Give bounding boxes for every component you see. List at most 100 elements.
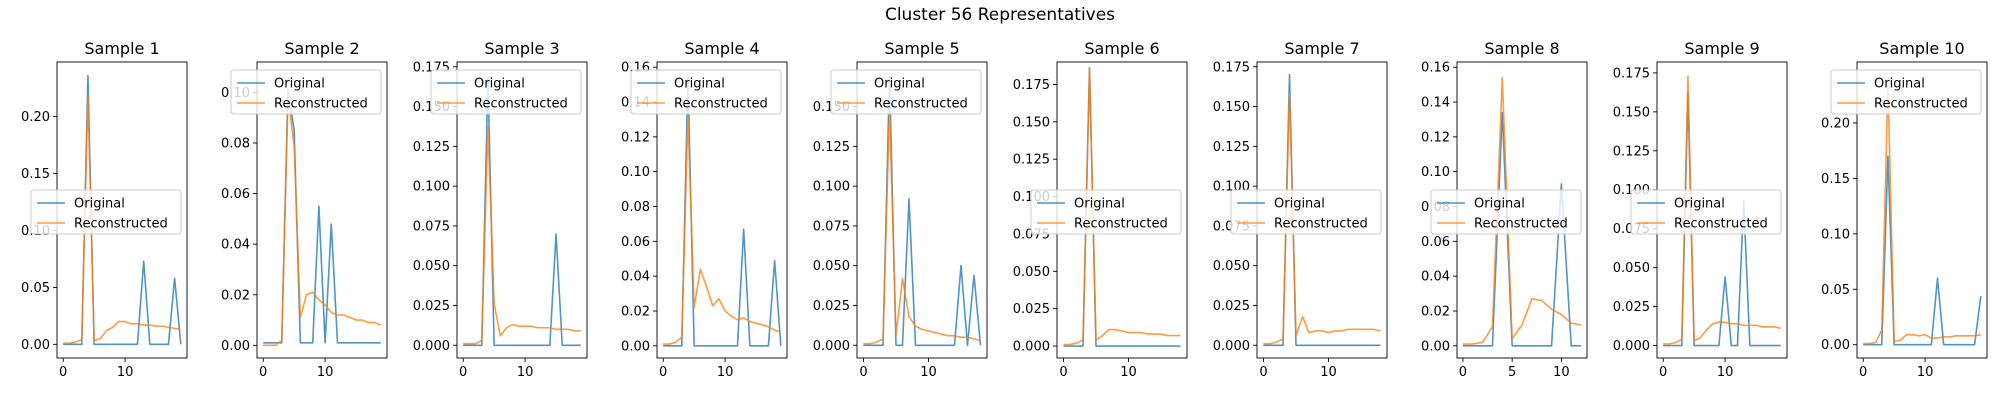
y-tick-label: 0.00 xyxy=(221,339,250,354)
series-line-reconstructed xyxy=(463,126,581,345)
x-tick-label: 10 xyxy=(1120,365,1137,380)
x-tick-label: 10 xyxy=(717,365,734,380)
legend-label: Original xyxy=(1074,197,1125,212)
legend-label: Reconstructed xyxy=(1274,217,1368,232)
y-tick-label: 0.02 xyxy=(1421,304,1450,319)
legend-label: Reconstructed xyxy=(1074,217,1168,232)
y-tick-label: 0.04 xyxy=(221,238,250,253)
y-tick-label: 0.000 xyxy=(813,339,850,354)
subplot-3: Sample 30.0000.0250.0500.0750.1000.1250.… xyxy=(413,39,588,380)
x-tick-label: 5 xyxy=(1508,365,1516,380)
y-tick-label: 0.050 xyxy=(1213,259,1250,274)
y-tick-label: 0.16 xyxy=(1421,61,1450,76)
legend-label: Original xyxy=(1474,197,1525,212)
y-tick-label: 0.000 xyxy=(1013,340,1050,355)
legend: Original Reconstructed xyxy=(1830,69,1982,115)
y-tick-label: 0.025 xyxy=(1613,300,1650,315)
legend-label: Original xyxy=(1274,197,1325,212)
y-tick-label: 0.125 xyxy=(1013,153,1050,168)
y-tick-label: 0.150 xyxy=(1013,115,1050,130)
subplot-title: Sample 6 xyxy=(1084,39,1159,58)
y-tick-label: 0.050 xyxy=(813,259,850,274)
y-tick-label: 0.15 xyxy=(21,167,50,182)
y-tick-label: 0.125 xyxy=(1613,144,1650,159)
y-tick-label: 0.10 xyxy=(1421,165,1450,180)
y-tick-label: 0.00 xyxy=(1821,338,1850,353)
x-tick-label: 10 xyxy=(117,365,134,380)
y-tick-label: 0.05 xyxy=(21,281,50,296)
subplot-title: Sample 9 xyxy=(1684,39,1759,58)
y-tick-label: 0.125 xyxy=(813,140,850,155)
y-tick-label: 0.100 xyxy=(413,180,450,195)
legend-label: Original xyxy=(1674,197,1725,212)
y-tick-label: 0.075 xyxy=(813,219,850,234)
y-tick-label: 0.15 xyxy=(1821,172,1850,187)
subplot-title: Sample 2 xyxy=(284,39,359,58)
legend: Original Reconstructed xyxy=(30,189,182,235)
subplot-8: Sample 80.000.020.040.060.080.100.120.14… xyxy=(1421,39,1588,380)
y-tick-label: 0.175 xyxy=(1013,78,1050,93)
series-line-reconstructed xyxy=(1063,67,1181,346)
y-tick-label: 0.12 xyxy=(621,130,650,145)
y-tick-label: 0.175 xyxy=(1213,60,1250,75)
y-tick-label: 0.000 xyxy=(1613,339,1650,354)
legend-box xyxy=(230,69,382,115)
x-tick-label: 0 xyxy=(459,365,467,380)
legend-label: Reconstructed xyxy=(874,97,968,112)
y-tick-label: 0.00 xyxy=(621,339,650,354)
series-line-reconstructed xyxy=(1462,76,1582,345)
series-line-original xyxy=(863,73,982,347)
x-tick-label: 10 xyxy=(920,365,937,380)
y-tick-label: 0.150 xyxy=(1613,105,1650,120)
legend-box xyxy=(430,69,582,115)
subplot-10: Sample 10 0.00 0.05 0.10 0.15 0.20 0 10 Original… xyxy=(1821,39,1988,380)
y-tick-label: 0.14 xyxy=(1421,96,1450,111)
subplot-6: Sample 60.0000.0250.0500.0750.1000.1250.… xyxy=(1013,39,1188,380)
y-tick-label: 0.02 xyxy=(221,288,250,303)
x-tick-label: 0 xyxy=(59,365,67,380)
axes-frame xyxy=(456,61,588,359)
legend-label: Reconstructed xyxy=(1674,217,1768,232)
y-tick-label: 0.025 xyxy=(413,299,450,314)
y-tick-label: 0.05 xyxy=(1821,283,1850,298)
legend-box xyxy=(630,69,782,115)
legend-label: Original xyxy=(674,77,725,92)
y-tick-label: 0.000 xyxy=(413,339,450,354)
legend: Original Reconstructed xyxy=(830,69,982,115)
y-tick-label: 0.10 xyxy=(621,165,650,180)
legend-label: Reconstructed xyxy=(74,217,168,232)
legend-box xyxy=(1430,189,1582,235)
y-tick-label: 0.000 xyxy=(1213,339,1250,354)
y-tick-label: 0.075 xyxy=(413,219,450,234)
y-tick-label: 0.10 xyxy=(1821,227,1850,242)
series-line-original xyxy=(1263,73,1381,347)
x-tick-label: 10 xyxy=(1717,365,1734,380)
x-tick-label: 10 xyxy=(1553,365,1570,380)
legend-label: Original xyxy=(74,197,125,212)
y-tick-label: 0.04 xyxy=(1421,270,1450,285)
series-line-reconstructed xyxy=(1263,93,1381,345)
x-tick-label: 0 xyxy=(1459,365,1467,380)
y-tick-label: 0.08 xyxy=(621,200,650,215)
subplot-title: Sample 10 xyxy=(1879,39,1964,58)
y-tick-label: 0.00 xyxy=(21,338,50,353)
y-tick-label: 0.20 xyxy=(1821,116,1850,131)
y-tick-label: 0.150 xyxy=(1213,100,1250,115)
legend-label: Reconstructed xyxy=(1874,97,1968,112)
y-tick-label: 0.100 xyxy=(813,180,850,195)
y-tick-label: 0.025 xyxy=(1213,299,1250,314)
subplot-7: Sample 70.0000.0250.0500.0750.1000.1250.… xyxy=(1213,39,1388,380)
series-line-original xyxy=(1462,111,1582,347)
axes-frame xyxy=(856,61,988,359)
series-line-reconstructed xyxy=(1863,83,1981,345)
legend-label: Original xyxy=(874,77,925,92)
x-tick-label: 0 xyxy=(1859,365,1867,380)
x-tick-label: 0 xyxy=(1059,365,1067,380)
y-tick-label: 0.20 xyxy=(21,110,50,125)
subplot-title: Sample 5 xyxy=(884,39,959,58)
x-tick-label: 0 xyxy=(659,365,667,380)
y-tick-label: 0.06 xyxy=(221,187,250,202)
x-tick-label: 0 xyxy=(259,365,267,380)
axes-frame xyxy=(656,61,788,359)
legend-box xyxy=(1230,189,1382,235)
